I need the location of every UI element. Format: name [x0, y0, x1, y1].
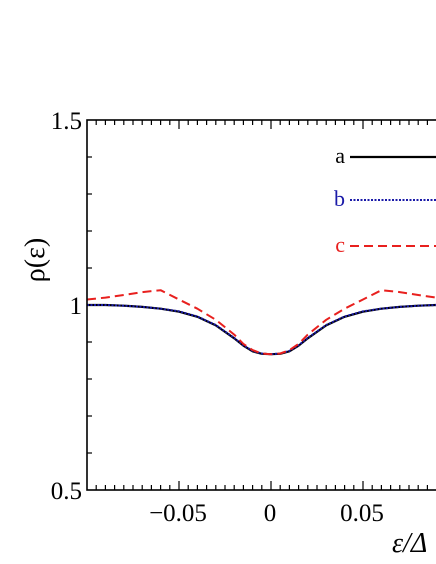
plot-frame — [86, 119, 436, 491]
series-line-a — [87, 303, 436, 356]
y-tick-label-0-5: 0.5 — [51, 478, 82, 505]
legend-label-a: a — [335, 143, 345, 168]
series-layer — [87, 289, 436, 356]
y-axis-title: ρ(ε) — [20, 238, 51, 282]
x-tick-label-neg-0-05: −0.05 — [149, 500, 207, 527]
x-tick-label-0-05: 0.05 — [340, 500, 384, 527]
series-line-b — [87, 304, 436, 356]
legend-label-c: c — [335, 232, 345, 257]
series-line-c — [87, 289, 436, 356]
x-axis-title: ε/Δ — [392, 528, 427, 559]
legend: a b c — [334, 143, 436, 257]
y-tick-label-1-5: 1.5 — [51, 108, 82, 135]
legend-label-b: b — [334, 186, 345, 211]
x-tick-label-0: 0 — [264, 500, 277, 527]
tick-marks — [87, 120, 428, 490]
y-tick-label-1: 1 — [70, 293, 83, 320]
